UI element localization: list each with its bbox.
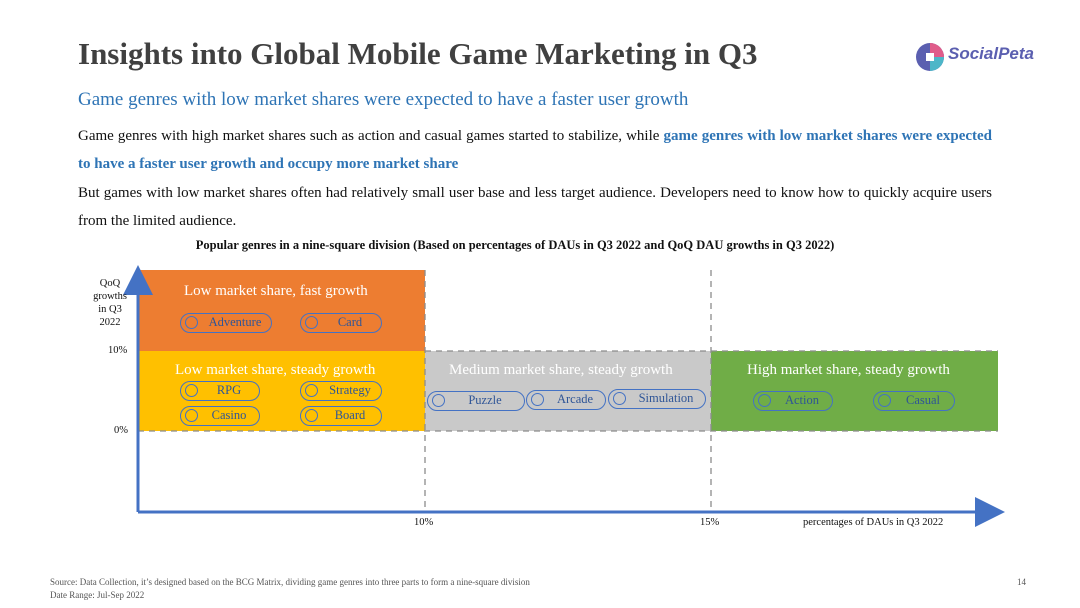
- genre-pill-board: Board: [300, 406, 382, 426]
- simulation-icon: [613, 392, 626, 405]
- y-tick-10: 10%: [108, 345, 128, 356]
- x-axis-label: percentages of DAUs in Q3 2022: [803, 517, 944, 528]
- zone-high-share-steady-growth: High market share, steady growth Action …: [711, 351, 998, 431]
- x-tick-10: 10%: [414, 517, 434, 528]
- diagram-title: Popular genres in a nine-square division…: [195, 238, 835, 252]
- paragraph-1: Game genres with high market shares such…: [78, 122, 992, 178]
- socialpeta-logo: [916, 43, 944, 71]
- casual-icon: [878, 394, 891, 407]
- genre-pill-strategy: Strategy: [300, 381, 382, 401]
- y-axis-label: QoQ growths in Q3 2022: [93, 278, 127, 328]
- genre-pill-casual: Casual: [873, 391, 955, 411]
- rpg-icon: [185, 384, 198, 397]
- zone-medium-share-steady-growth: Medium market share, steady growth Puzzl…: [425, 351, 711, 431]
- action-icon: [758, 394, 771, 407]
- page-number: 14: [1017, 577, 1026, 587]
- paragraph-1-text: Game genres with high market shares such…: [78, 128, 664, 144]
- zone-label: High market share, steady growth: [747, 362, 950, 378]
- genre-pill-action: Action: [753, 391, 833, 411]
- genre-pill-arcade: Arcade: [526, 390, 606, 410]
- zone-label: Medium market share, steady growth: [449, 362, 673, 378]
- source-note: Source: Data Collection, it’s designed b…: [50, 577, 530, 587]
- paragraph-2: But games with low market shares often h…: [78, 185, 992, 229]
- paragraph-1-highlight: game genres with low market shares were …: [78, 128, 992, 172]
- genre-pill-adventure: Adventure: [180, 313, 272, 333]
- genre-pill-simulation: Simulation: [608, 389, 706, 409]
- subtitle: Game genres with low market shares were …: [78, 89, 689, 110]
- zone-label: Low market share, fast growth: [184, 283, 368, 299]
- strategy-icon: [305, 384, 318, 397]
- genre-pill-card: Card: [300, 313, 382, 333]
- logo-text: SocialPeta: [948, 44, 1034, 63]
- arcade-icon: [531, 393, 544, 406]
- genre-pill-puzzle: Puzzle: [427, 391, 525, 411]
- casino-icon: [185, 409, 198, 422]
- zone-label: Low market share, steady growth: [175, 362, 376, 378]
- page-title: Insights into Global Mobile Game Marketi…: [78, 36, 758, 71]
- zone-low-share-fast-growth: Low market share, fast growth Adventure …: [138, 270, 425, 351]
- genre-pill-casino: Casino: [180, 406, 260, 426]
- card-icon: [305, 316, 318, 329]
- board-icon: [305, 409, 318, 422]
- puzzle-icon: [432, 394, 445, 407]
- y-tick-0: 0%: [114, 425, 128, 436]
- zone-low-share-steady-growth: Low market share, steady growth RPG Stra…: [138, 351, 425, 431]
- genre-pill-rpg: RPG: [180, 381, 260, 401]
- date-range-note: Date Range: Jul-Sep 2022: [50, 590, 145, 600]
- adventure-icon: [185, 316, 198, 329]
- x-tick-15: 15%: [700, 517, 720, 528]
